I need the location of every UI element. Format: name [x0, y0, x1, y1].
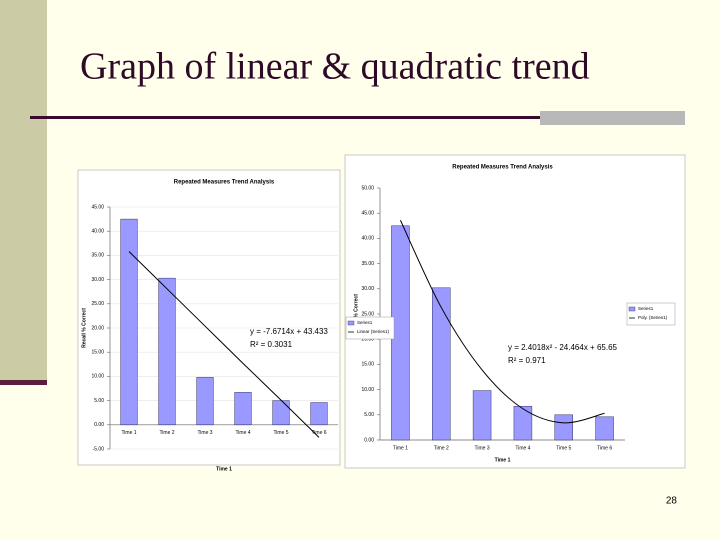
legend: Series1 Linear (Series1): [345, 316, 395, 340]
side-stripe: [0, 0, 47, 382]
trend-equation: y = -7.6714x + 43.433: [250, 327, 328, 336]
legend: Series1 Poly. (Series1): [626, 302, 676, 326]
legend-label: Series1: [638, 306, 654, 311]
legend-frame: [626, 302, 676, 326]
trend-line: [399, 220, 605, 424]
x-tick-label: Time 3: [197, 430, 212, 436]
y-tick-label: 5.00: [364, 412, 374, 418]
x-tick-label: Time 6: [311, 430, 326, 436]
y-tick-label: 25.00: [361, 311, 374, 317]
x-tick-label: Time 4: [235, 430, 250, 436]
y-tick-label: 20.00: [91, 325, 104, 331]
chart: Repeated Measures Trend Analysis Recall %…: [77, 169, 341, 472]
bar: [432, 287, 451, 441]
x-tick-label: Time 5: [273, 430, 288, 436]
x-axis-label: Time 1: [216, 466, 232, 472]
y-tick-label: 10.00: [361, 387, 374, 393]
x-axis-label: Time 1: [495, 457, 511, 463]
trend-equation: y = 2.4018x² - 24.464x + 65.65: [508, 343, 618, 352]
legend-label: Poly. (Series1): [638, 315, 668, 320]
y-tick-label: 0.00: [364, 437, 374, 443]
x-tick-label: Time 5: [556, 445, 571, 451]
trend-line: [128, 251, 320, 438]
y-tick-label: 15.00: [361, 362, 374, 368]
y-tick-label: 35.00: [361, 261, 374, 267]
y-tick-label: 15.00: [91, 350, 104, 356]
y-tick-label: 0.00: [94, 422, 104, 428]
y-axis-label: Recall % Correct: [81, 308, 87, 348]
y-tick-label: 5.00: [94, 398, 104, 404]
y-tick-label: 30.00: [91, 277, 104, 283]
y-tick-label: 45.00: [91, 204, 104, 210]
y-tick-label: 10.00: [91, 374, 104, 380]
legend-swatch: [628, 306, 636, 312]
legend-swatch: [347, 320, 355, 326]
trend-equation: R² = 0.3031: [250, 340, 293, 349]
bar: [234, 392, 252, 426]
y-tick-label: 45.00: [361, 211, 374, 217]
x-tick-label: Time 3: [475, 445, 490, 451]
bar: [554, 414, 573, 441]
x-tick-label: Time 2: [434, 445, 449, 451]
x-tick-label: Time 1: [393, 445, 408, 451]
y-tick-label: 35.00: [91, 253, 104, 259]
bar: [310, 402, 328, 426]
y-tick-label: 25.00: [91, 301, 104, 307]
chart-title: Repeated Measures Trend Analysis: [174, 180, 275, 186]
y-tick-label: 40.00: [361, 236, 374, 242]
y-tick-label: 40.00: [91, 229, 104, 235]
legend-frame: [345, 316, 395, 340]
trend-equation: R² = 0.971: [508, 356, 546, 365]
side-stripe-foot: [0, 380, 47, 385]
x-tick-label: Time 2: [159, 430, 174, 436]
x-tick-label: Time 4: [515, 445, 530, 451]
bar: [472, 390, 492, 441]
bar: [158, 277, 176, 426]
y-tick-label: 30.00: [361, 286, 374, 292]
slide-title: Graph of linear & quadratic trend: [80, 46, 590, 88]
y-axis-label: Recall % Correct: [353, 294, 359, 334]
page-number: 28: [666, 496, 678, 507]
legend-label: Linear (Series1): [357, 329, 390, 334]
bar: [196, 377, 214, 426]
chart-title: Repeated Measures Trend Analysis: [452, 165, 553, 171]
y-tick-label: 50.00: [361, 185, 374, 191]
y-tick-label: -5.00: [93, 446, 105, 452]
bar: [120, 218, 138, 426]
x-tick-label: Time 1: [121, 430, 136, 436]
title-rule-accent: [540, 111, 685, 125]
bar: [272, 400, 290, 426]
legend-label: Series1: [357, 320, 373, 325]
bar: [513, 405, 533, 441]
x-tick-label: Time 6: [597, 445, 612, 451]
bar: [595, 416, 614, 441]
title-rule: [30, 116, 542, 119]
y-tick-label: 20.00: [361, 337, 374, 343]
